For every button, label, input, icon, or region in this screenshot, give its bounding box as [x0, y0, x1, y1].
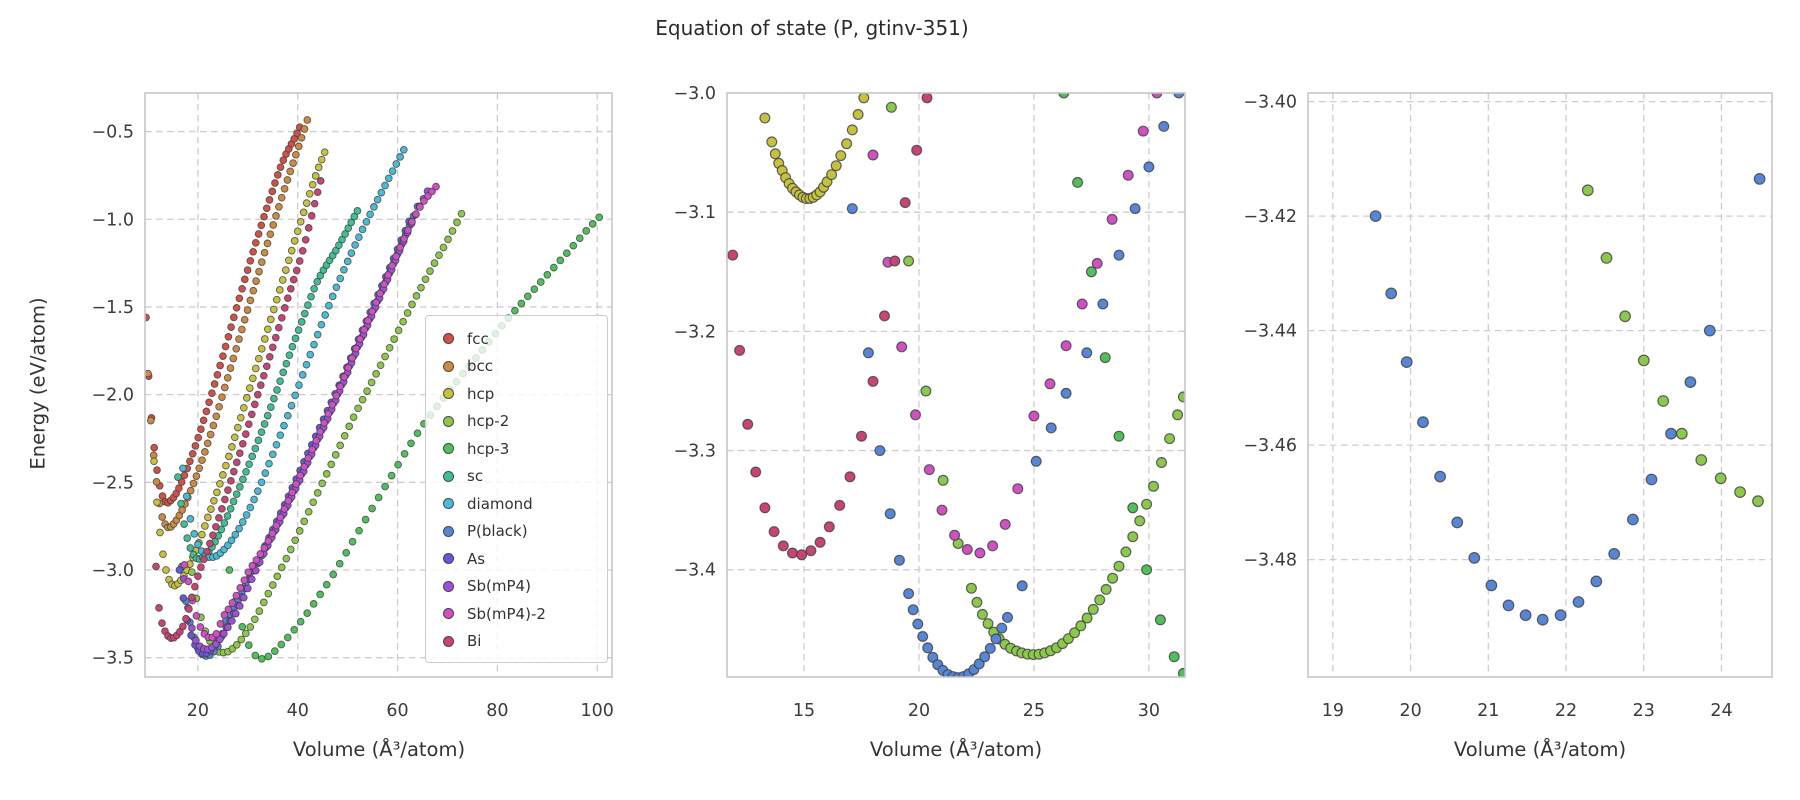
legend-label: diamond: [467, 494, 533, 513]
svg-text:30: 30: [1138, 701, 1160, 721]
legend-marker-icon: [443, 360, 454, 372]
svg-text:25: 25: [1023, 701, 1045, 721]
legend: fcc bcc hcp hcp-2 hcp-3 sc diamond P(black) As Sb…: [425, 315, 608, 663]
legend-label: hcp-2: [467, 412, 510, 431]
svg-text:−3.1: −3.1: [674, 203, 717, 223]
legend-label: As: [467, 549, 486, 568]
legend-item: P(black): [426, 518, 607, 546]
legend-label: sc: [467, 467, 484, 486]
xaxis-label-zoom-fine: Volume (Å³/atom): [1453, 738, 1627, 761]
svg-text:20: 20: [1399, 701, 1421, 721]
legend-label: P(black): [467, 522, 528, 541]
legend-label: Sb(mP4): [467, 577, 531, 596]
svg-text:−3.2: −3.2: [674, 322, 717, 342]
legend-item: As: [426, 545, 607, 573]
svg-text:−3.3: −3.3: [674, 442, 717, 462]
series-fcc: [145, 123, 304, 507]
figure-title: Equation of state (P, gtinv-351): [655, 16, 969, 40]
legend-marker-icon: [443, 525, 454, 537]
legend-item: sc: [426, 463, 607, 491]
panel-zoom-fine: 19 20 21 22 23 24 −3.40 −3.42 −3.44 −3.46 −3.48: [1243, 92, 1773, 721]
svg-text:22: 22: [1555, 701, 1577, 721]
legend-item: fcc: [426, 325, 607, 353]
legend-marker-icon: [443, 388, 454, 400]
svg-text:−3.0: −3.0: [92, 561, 135, 581]
legend-marker-icon: [443, 608, 454, 620]
gridlines: [727, 92, 1185, 677]
xaxis-label-overview: Volume (Å³/atom): [292, 738, 466, 761]
legend-item: Sb(mP4)-2: [426, 600, 607, 628]
legend-marker-icon: [443, 580, 454, 592]
series-p-black-: [846, 93, 1185, 677]
yaxis-label: Energy (eV/atom): [26, 297, 50, 470]
legend-item: hcp-2: [426, 408, 607, 436]
legend-marker-icon: [443, 635, 454, 647]
series-bcc: [145, 116, 312, 532]
svg-text:15: 15: [793, 701, 815, 721]
series-diamond: [179, 145, 408, 562]
tick-labels: 19 20 21 22 23 24 −3.40 −3.42 −3.44 −3.46 −3.48: [1243, 93, 1732, 721]
tick-labels: 20 40 60 80 100 −0.5 −1.0 −1.5 −2.0 −2.5 −3.0 −3.5: [92, 123, 614, 721]
svg-text:21: 21: [1477, 701, 1499, 721]
series-hcp-2: [885, 101, 1185, 661]
legend-item: hcp: [426, 380, 607, 408]
series-bi: [152, 177, 325, 642]
legend-marker-icon: [443, 498, 454, 510]
series-hcp-2: [1581, 184, 1764, 508]
svg-text:19: 19: [1322, 701, 1344, 721]
legend-label: Bi: [467, 632, 482, 651]
svg-text:−0.5: −0.5: [92, 123, 135, 143]
legend-label: Sb(mP4)-2: [467, 604, 546, 623]
svg-text:−3.5: −3.5: [92, 649, 135, 669]
series-hcp: [759, 93, 870, 205]
svg-text:−1.0: −1.0: [92, 210, 135, 230]
svg-text:−2.0: −2.0: [92, 386, 135, 406]
svg-text:−1.5: −1.5: [92, 298, 135, 318]
svg-text:−3.4: −3.4: [674, 561, 717, 581]
xaxis-label-zoom-mid: Volume (Å³/atom): [869, 738, 1043, 761]
tick-labels: 15 20 25 30 −3.0 −3.1 −3.2 −3.3 −3.4: [674, 84, 1161, 721]
svg-text:−3.44: −3.44: [1243, 322, 1297, 342]
legend-item: hcp-3: [426, 435, 607, 463]
legend-marker-icon: [443, 415, 454, 427]
series-sc: [174, 207, 362, 563]
gridlines: [1308, 93, 1772, 677]
legend-label: hcp: [467, 384, 495, 403]
svg-text:20: 20: [908, 701, 930, 721]
svg-text:−3.0: −3.0: [674, 84, 717, 104]
legend-marker-icon: [443, 470, 454, 482]
svg-text:20: 20: [187, 701, 209, 721]
legend-item: bcc: [426, 353, 607, 381]
svg-text:23: 23: [1633, 701, 1655, 721]
svg-text:−3.48: −3.48: [1243, 551, 1297, 571]
legend-label: bcc: [467, 357, 494, 376]
svg-text:−3.40: −3.40: [1243, 93, 1297, 113]
svg-text:60: 60: [386, 701, 408, 721]
series-p-black-: [1369, 172, 1766, 626]
legend-marker-icon: [443, 333, 454, 345]
series-hcp-3: [1058, 93, 1185, 677]
svg-text:40: 40: [287, 701, 309, 721]
series-sb-mp4-2: [867, 93, 1163, 559]
legend-marker-icon: [443, 443, 454, 455]
series-sb-mp4-2: [180, 182, 440, 642]
legend-marker-icon: [443, 553, 454, 565]
svg-text:80: 80: [486, 701, 508, 721]
legend-label: hcp-3: [467, 439, 510, 458]
svg-text:24: 24: [1710, 701, 1732, 721]
panel-zoom-mid: 15 20 25 30 −3.0 −3.1 −3.2 −3.3 −3.4: [674, 84, 1186, 721]
legend-item: Sb(mP4): [426, 573, 607, 601]
series-bi: [727, 93, 933, 561]
legend-item: diamond: [426, 490, 607, 518]
legend-item: Bi: [426, 628, 607, 656]
svg-text:100: 100: [581, 701, 614, 721]
svg-text:−2.5: −2.5: [92, 473, 135, 493]
legend-label: fcc: [467, 329, 489, 348]
svg-text:−3.42: −3.42: [1243, 207, 1297, 227]
svg-text:−3.46: −3.46: [1243, 436, 1297, 456]
